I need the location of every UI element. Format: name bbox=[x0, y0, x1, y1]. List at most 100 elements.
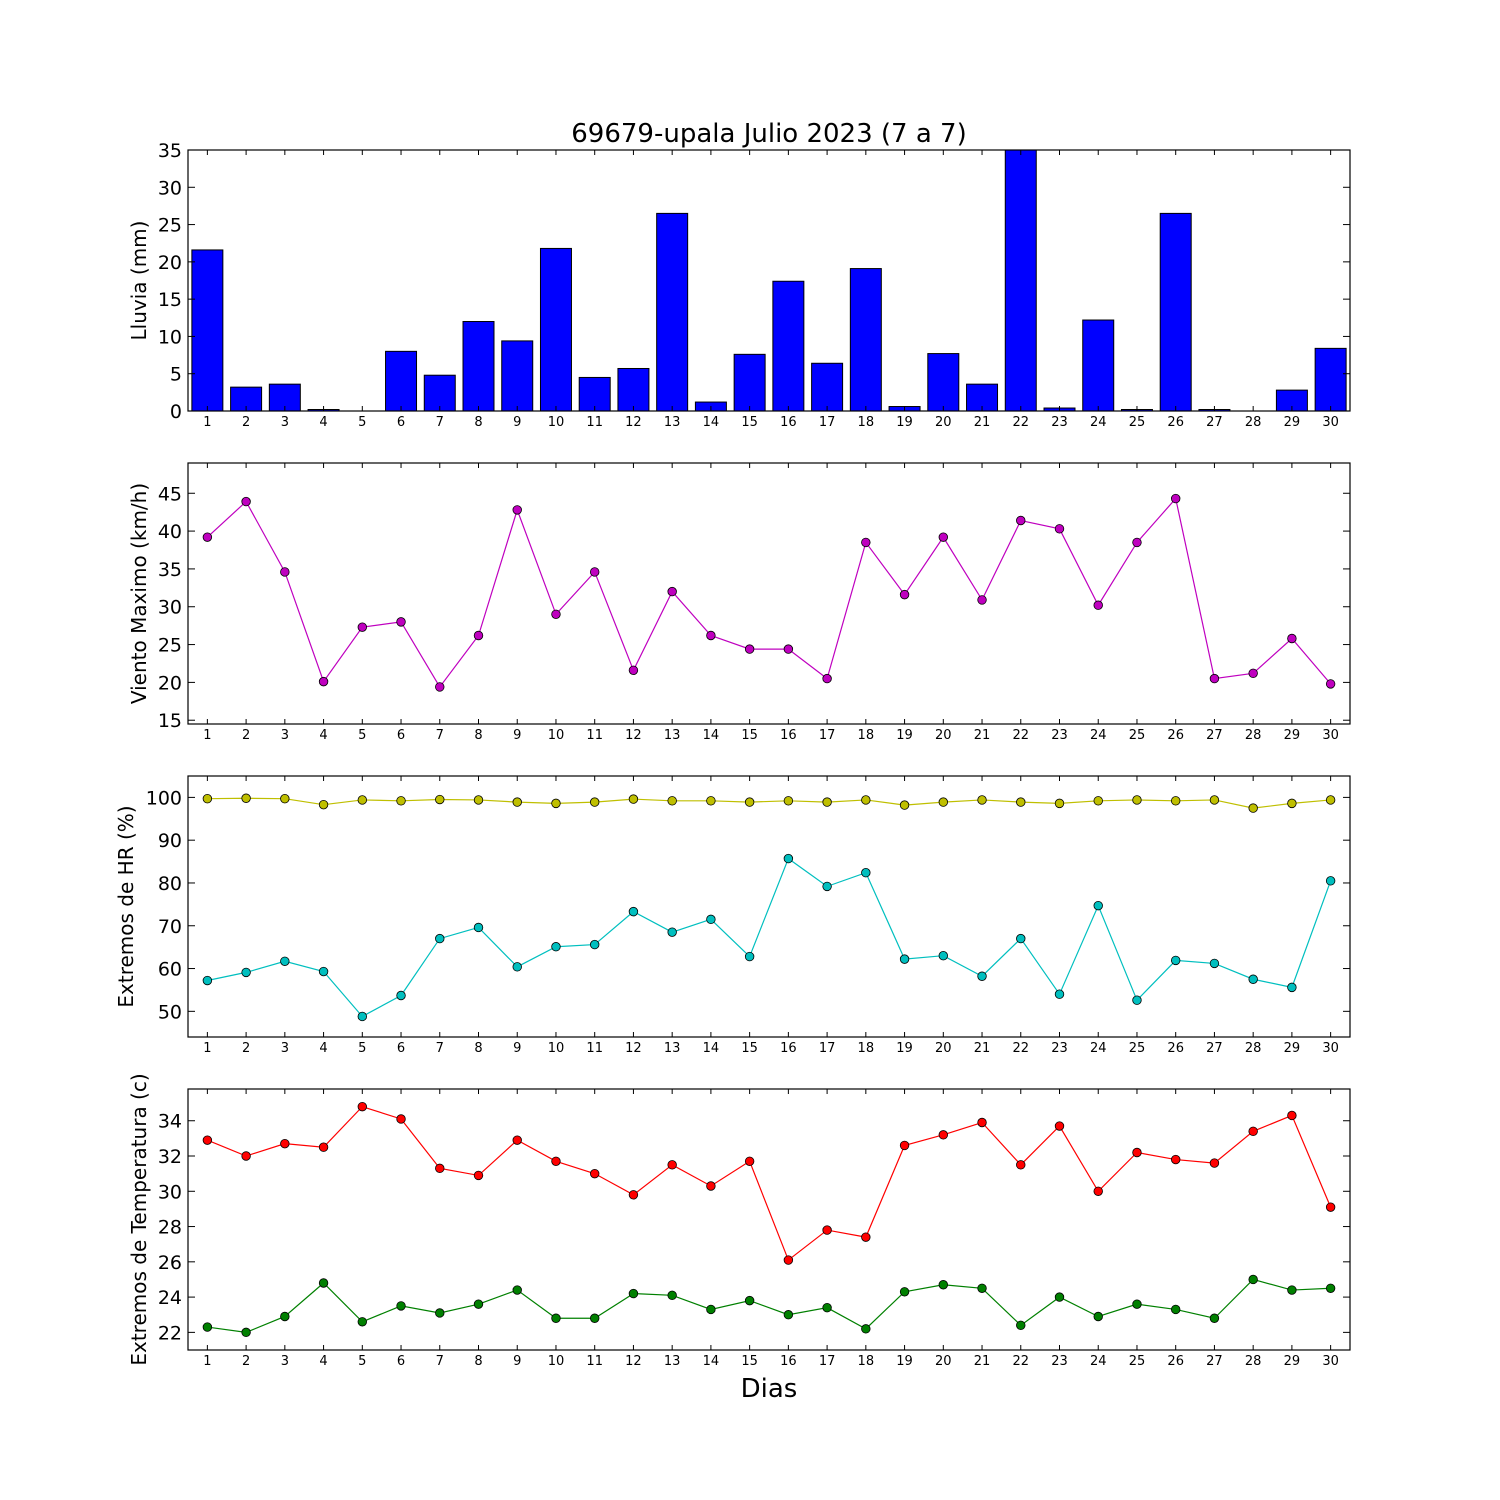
hr-point bbox=[667, 796, 677, 806]
viento-x-tick-label: 11 bbox=[586, 728, 603, 743]
lluvia-x-tick-label: 24 bbox=[1090, 415, 1107, 430]
temp-x-tick-label: 1 bbox=[203, 1354, 211, 1369]
temp-series-line-2 bbox=[207, 1278, 1331, 1333]
hr-point bbox=[977, 971, 987, 981]
lluvia-bar bbox=[462, 321, 495, 412]
temp-point bbox=[241, 1327, 251, 1338]
temp-point bbox=[1170, 1304, 1181, 1315]
lluvia-bar bbox=[191, 249, 224, 412]
hr-point bbox=[435, 794, 445, 805]
hr-x-tick-label: 6 bbox=[397, 1041, 405, 1056]
hr-x-tick-label: 26 bbox=[1167, 1041, 1184, 1056]
temp-series-line-1 bbox=[207, 1105, 1332, 1262]
viento-y-tick-label: 30 bbox=[158, 597, 182, 619]
viento-point bbox=[1016, 515, 1026, 526]
temp-x-tick-label: 5 bbox=[358, 1354, 366, 1369]
temp-x-tick-label: 4 bbox=[319, 1354, 327, 1369]
hr-point bbox=[202, 793, 213, 804]
viento-x-tick-label: 12 bbox=[625, 728, 642, 743]
temp-point bbox=[1016, 1320, 1026, 1331]
temp-x-tick-label: 10 bbox=[548, 1354, 565, 1369]
temp-point bbox=[435, 1163, 445, 1174]
viento-series-line-1 bbox=[206, 497, 1332, 689]
viento-x-tick-label: 8 bbox=[474, 728, 482, 743]
viento-point bbox=[1325, 679, 1336, 689]
temp-point bbox=[1093, 1186, 1103, 1196]
hr-point bbox=[822, 881, 832, 892]
hr-point bbox=[1209, 958, 1220, 969]
temp-x-tick-label: 19 bbox=[896, 1354, 913, 1369]
lluvia-x-tick-label: 6 bbox=[397, 415, 405, 430]
temp-point bbox=[1287, 1110, 1297, 1121]
lluvia-x-tick-label: 27 bbox=[1206, 415, 1223, 430]
viento-x-tick-label: 18 bbox=[858, 728, 875, 743]
viento-x-tick-label: 25 bbox=[1129, 728, 1146, 743]
temp-point bbox=[357, 1101, 368, 1112]
hr-x-tick-label: 25 bbox=[1129, 1041, 1146, 1056]
hr-point bbox=[512, 962, 522, 972]
temp-x-tick-label: 30 bbox=[1322, 1354, 1339, 1369]
temp-x-tick-label: 8 bbox=[474, 1354, 482, 1369]
viento-x-tick-label: 26 bbox=[1167, 728, 1184, 743]
temp-x-tick-label: 3 bbox=[281, 1354, 289, 1369]
chart-title: 69679-upala Julio 2023 (7 a 7) bbox=[571, 119, 966, 149]
viento-x-tick-label: 2 bbox=[242, 728, 250, 743]
lluvia-x-tick-label: 3 bbox=[281, 415, 289, 430]
temp-x-tick-label: 6 bbox=[397, 1354, 405, 1369]
temp-point bbox=[1209, 1313, 1220, 1323]
hr-point bbox=[318, 966, 329, 977]
hr-x-tick-label: 5 bbox=[358, 1041, 366, 1056]
temp-point bbox=[473, 1299, 484, 1309]
temp-point bbox=[396, 1114, 406, 1124]
temp-x-tick-label: 18 bbox=[858, 1354, 875, 1369]
temp-point bbox=[202, 1322, 213, 1332]
hr-point bbox=[744, 951, 755, 962]
temp-point bbox=[473, 1170, 484, 1181]
temp-y-tick-label: 30 bbox=[158, 1181, 182, 1203]
lluvia-bar bbox=[578, 376, 611, 412]
hr-point bbox=[357, 1011, 368, 1022]
lluvia-bar bbox=[811, 362, 844, 412]
hr-point bbox=[396, 796, 406, 806]
hr-x-tick-label: 23 bbox=[1051, 1041, 1068, 1056]
lluvia-bar bbox=[385, 350, 418, 412]
temp-point bbox=[899, 1287, 910, 1297]
hr-x-tick-label: 16 bbox=[780, 1041, 797, 1056]
lluvia-bar bbox=[423, 374, 456, 412]
lluvia-x-tick-label: 10 bbox=[548, 415, 565, 430]
temp-point bbox=[861, 1232, 871, 1242]
hr-point bbox=[706, 796, 716, 806]
viento-y-tick-label: 15 bbox=[158, 710, 182, 732]
hr-point bbox=[1170, 796, 1181, 806]
lluvia-x-tick-label: 23 bbox=[1051, 415, 1068, 430]
temp-point bbox=[1209, 1158, 1220, 1168]
viento-point bbox=[667, 586, 677, 597]
hr-x-tick-label: 20 bbox=[935, 1041, 952, 1056]
hr-point bbox=[1054, 798, 1065, 809]
lluvia-x-tick-label: 17 bbox=[819, 415, 836, 430]
temp-x-tick-label: 27 bbox=[1206, 1354, 1223, 1369]
temp-point bbox=[590, 1313, 600, 1323]
hr-x-tick-label: 24 bbox=[1090, 1041, 1107, 1056]
temp-point bbox=[977, 1117, 987, 1128]
hr-plot-frame bbox=[187, 775, 1351, 1038]
viento-y-tick-label: 25 bbox=[158, 635, 182, 657]
temp-point bbox=[1054, 1292, 1065, 1302]
hr-x-tick-label: 15 bbox=[741, 1041, 758, 1056]
temp-point bbox=[1325, 1283, 1336, 1293]
lluvia-y-tick-label: 20 bbox=[158, 252, 182, 274]
viento-point bbox=[1093, 600, 1103, 610]
viento-point bbox=[822, 673, 832, 684]
viento-point bbox=[357, 622, 368, 632]
hr-point bbox=[938, 797, 949, 807]
hr-point bbox=[473, 922, 484, 933]
lluvia-bar bbox=[617, 367, 650, 412]
lluvia-y-tick-label: 25 bbox=[158, 215, 182, 237]
hr-point bbox=[861, 795, 871, 805]
temp-point bbox=[977, 1283, 987, 1293]
hr-point bbox=[1016, 933, 1026, 944]
hr-y-axis-label: Extremos de HR (%) bbox=[114, 805, 138, 1007]
viento-point bbox=[202, 532, 213, 542]
hr-x-tick-label: 17 bbox=[819, 1041, 836, 1056]
temp-point bbox=[590, 1168, 600, 1179]
